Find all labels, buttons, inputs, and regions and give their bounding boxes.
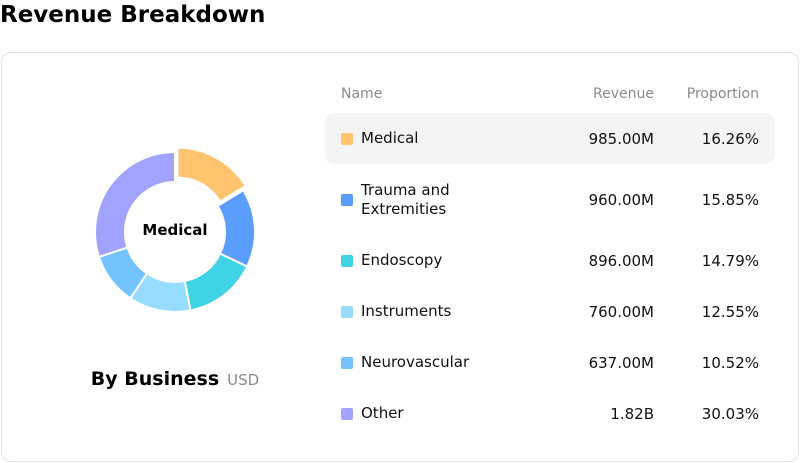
page-title: Revenue Breakdown	[0, 2, 266, 28]
row-proportion: 10.52%	[701, 353, 759, 372]
row-proportion: 30.03%	[701, 404, 759, 423]
table-row-medical[interactable]: Medical 985.00M 16.26%	[325, 113, 775, 164]
row-name: Instruments	[361, 302, 452, 320]
row-proportion: 15.85%	[701, 190, 759, 209]
row-revenue: 896.00M	[588, 251, 654, 270]
row-revenue: 960.00M	[588, 190, 654, 209]
donut-chart: Medical	[93, 144, 257, 316]
donut-slice-other[interactable]	[94, 150, 176, 259]
chart-caption: By Business USD	[0, 368, 350, 390]
table-row-endoscopy[interactable]: Endoscopy 896.00M 14.79%	[325, 235, 775, 286]
table-row-other[interactable]: Other 1.82B 30.03%	[325, 388, 775, 439]
table-row-neurovascular[interactable]: Neurovascular 637.00M 10.52%	[325, 337, 775, 388]
row-name: Neurovascular	[361, 353, 470, 371]
legend-swatch	[341, 407, 353, 420]
header-name: Name	[341, 86, 383, 102]
row-revenue: 760.00M	[588, 302, 654, 321]
legend-swatch	[341, 132, 353, 145]
header-proportion: Proportion	[686, 86, 759, 102]
row-revenue: 637.00M	[588, 353, 654, 372]
row-proportion: 14.79%	[701, 251, 759, 270]
table-row-instruments[interactable]: Instruments 760.00M 12.55%	[325, 286, 775, 337]
chart-caption-unit: USD	[227, 371, 260, 389]
row-name: Medical	[361, 129, 419, 147]
row-revenue: 985.00M	[588, 129, 654, 148]
row-revenue: 1.82B	[610, 404, 654, 423]
breakdown-table: Medical 985.00M 16.26% Trauma and Extrem…	[325, 113, 775, 439]
legend-swatch	[341, 254, 353, 267]
donut-slice-medical[interactable]	[176, 146, 248, 203]
donut-chart-svg	[94, 146, 256, 313]
row-name: Endoscopy	[361, 251, 443, 269]
legend-swatch	[341, 193, 353, 206]
legend-swatch	[341, 305, 353, 318]
row-proportion: 16.26%	[701, 129, 759, 148]
table-row-trauma-and-extremities[interactable]: Trauma and Extremities 960.00M 15.85%	[325, 164, 775, 235]
row-name: Trauma and Extremities	[361, 180, 450, 218]
legend-swatch	[341, 356, 353, 369]
chart-caption-title: By Business	[90, 368, 220, 390]
donut-slice-endoscopy[interactable]	[183, 252, 249, 312]
table-header: Name Revenue Proportion	[325, 86, 775, 106]
row-name: Other	[361, 404, 404, 422]
row-proportion: 12.55%	[701, 302, 759, 321]
header-revenue: Revenue	[593, 86, 654, 102]
